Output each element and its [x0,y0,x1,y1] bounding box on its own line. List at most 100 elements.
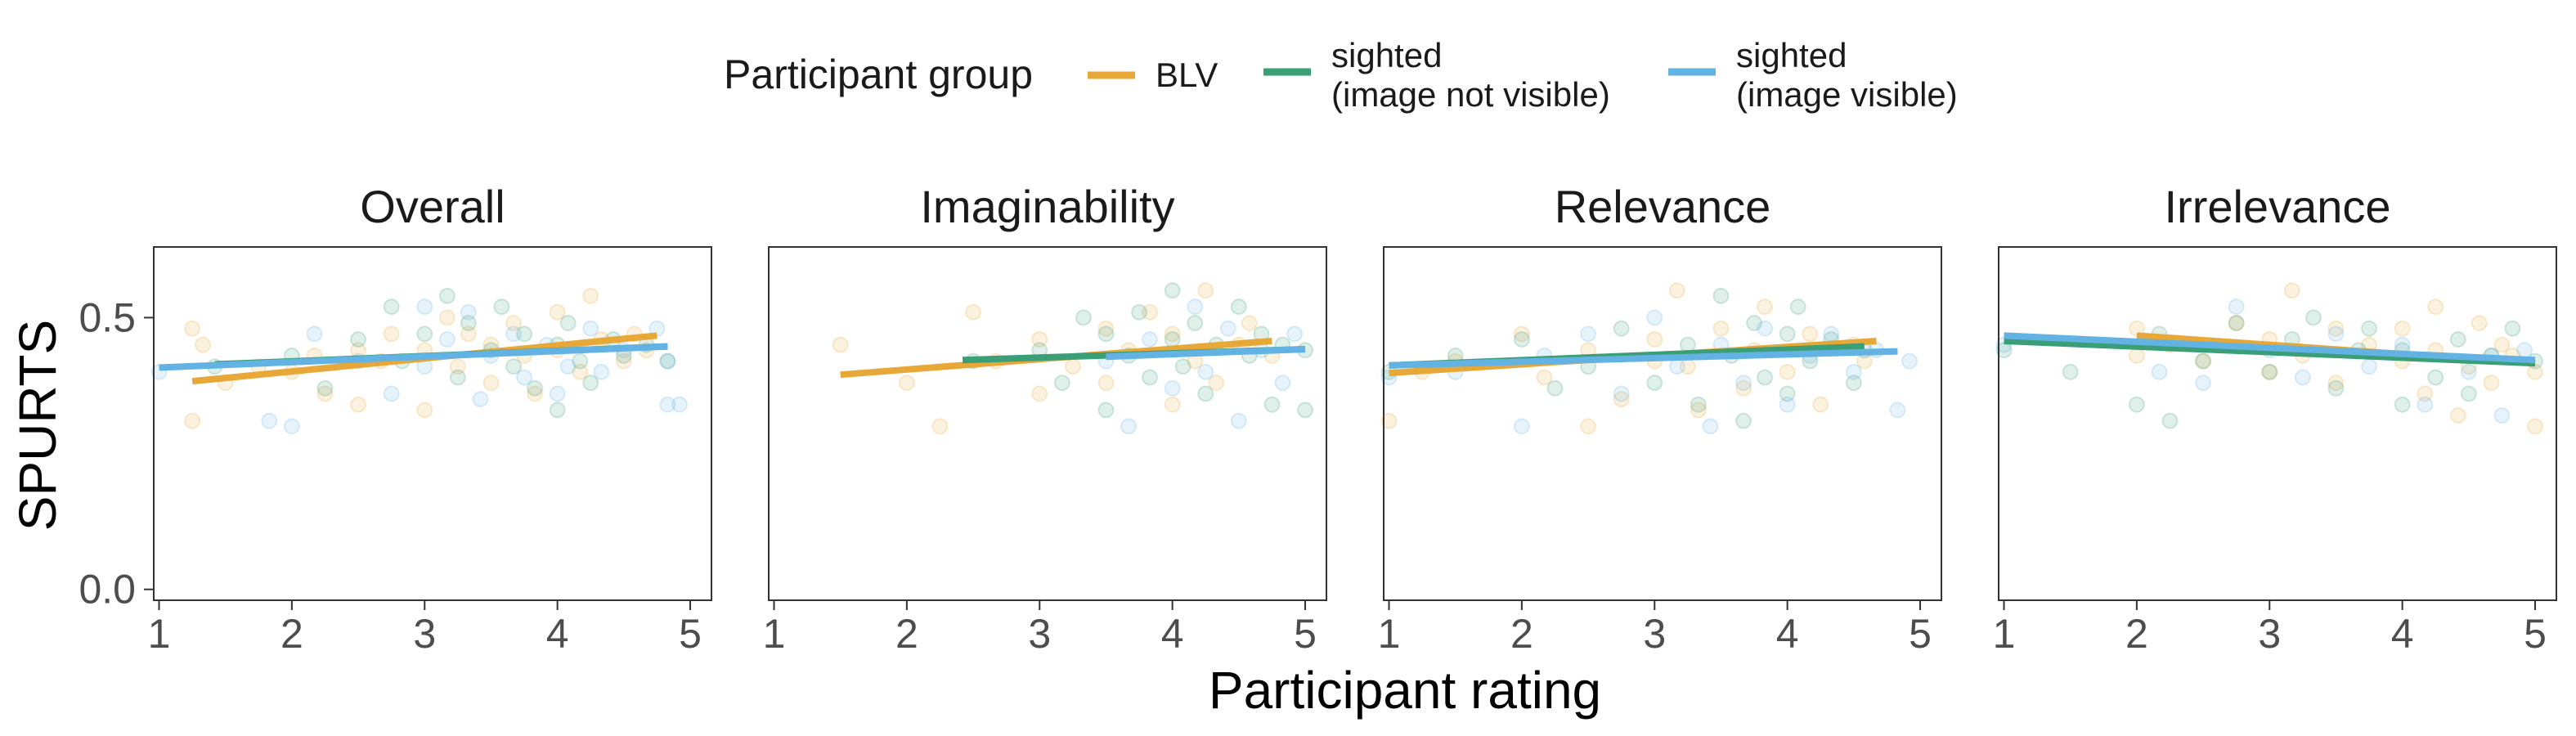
x-tick-label: 1 [148,611,171,657]
data-point [1241,315,1258,332]
legend-label-line: sighted [1331,36,1442,74]
x-tick-label: 4 [2391,611,2414,657]
panel-frame [153,246,712,601]
data-point [505,325,523,343]
legend-label-line: BLV [1156,56,1218,94]
data-point [2228,298,2245,316]
data-point [1197,385,1214,402]
legend-label-line: sighted [1736,36,1847,74]
data-point [2228,315,2245,332]
data-point [2361,358,2378,375]
data-point [2449,330,2466,348]
data-point [1064,358,1081,375]
data-point [1286,325,1304,343]
data-point [1889,402,1906,419]
data-point [1197,363,1214,380]
data-point [659,396,676,413]
data-point [505,358,523,375]
data-point [615,352,632,370]
data-point [493,298,510,316]
trend-line-2 [2004,332,2536,364]
data-point [559,315,577,332]
x-tick-label: 2 [2125,611,2148,657]
x-tick-label: 3 [1643,611,1666,657]
data-point [2394,336,2411,353]
data-point [582,320,599,337]
data-point [2527,363,2544,380]
trend-lines [840,337,1306,379]
data-point [1187,298,1204,316]
data-point [1097,320,1115,337]
data-point [1120,418,1138,435]
data-point [460,303,477,321]
data-point [438,330,456,348]
data-point [1646,309,1663,326]
data-point [1735,379,1752,397]
data-point [1164,396,1181,413]
data-point [659,352,676,370]
data-point [2195,375,2212,392]
x-tick-label: 1 [1993,611,2016,657]
data-point [572,363,589,380]
data-point [898,375,915,392]
x-tick-label: 3 [2258,611,2281,657]
data-point [2327,325,2345,343]
data-point [1845,375,1862,392]
data-point [1164,325,1181,343]
data-point [1690,402,1707,419]
panel-frame [768,246,1327,601]
data-points [832,282,1314,435]
x-tick-label: 4 [546,611,569,657]
data-point [1779,385,1796,402]
data-point [1053,375,1070,392]
trend-lines [2004,332,2536,367]
legend-label-0: BLV [1156,56,1218,94]
legend-label-line: (image not visible) [1331,75,1610,114]
data-point [482,375,500,392]
panel-imaginability: Imaginability 1 2 3 4 5 [763,181,1327,657]
trend-line-1 [2004,337,2536,367]
panel-relevance: Relevance 1 2 3 4 5 [1378,181,1942,657]
data-point [2449,407,2466,424]
data-point [1219,320,1236,337]
panel-title: Irrelevance [2164,181,2390,232]
y-tick-label: 0.0 [79,567,136,613]
data-point [582,375,599,392]
data-point [931,418,949,435]
data-point [1164,379,1181,397]
x-tick-label: 2 [895,611,918,657]
data-point [1845,363,1862,380]
data-point [438,309,456,326]
data-point [383,298,400,316]
data-point [1546,379,1564,397]
legend-title: Participant group [724,52,1033,97]
data-point [1263,396,1281,413]
data-point [460,325,477,343]
data-point [1901,352,1919,370]
x-tick-label: 5 [1909,611,1932,657]
data-point [2361,320,2378,337]
data-point [2394,320,2411,337]
x-tick-label: 3 [1028,611,1051,657]
data-point [306,325,323,343]
legend-label-2: sighted (image visible) [1736,36,1958,114]
data-point [505,315,523,332]
trend-line-2 [1106,345,1306,361]
data-point [460,315,477,332]
x-tick-label: 5 [1294,611,1317,657]
x-tick-label: 1 [1378,611,1401,657]
data-point [1187,315,1204,332]
data-point [350,330,367,348]
x-tick-label: 4 [1161,611,1184,657]
data-point [1757,298,1774,316]
data-point [559,358,577,375]
data-point [449,358,466,375]
data-point [2471,315,2488,332]
data-point [1735,412,1752,429]
data-point [1097,402,1115,419]
data-point [283,418,300,435]
data-point [2493,407,2511,424]
data-point [1097,325,1115,343]
